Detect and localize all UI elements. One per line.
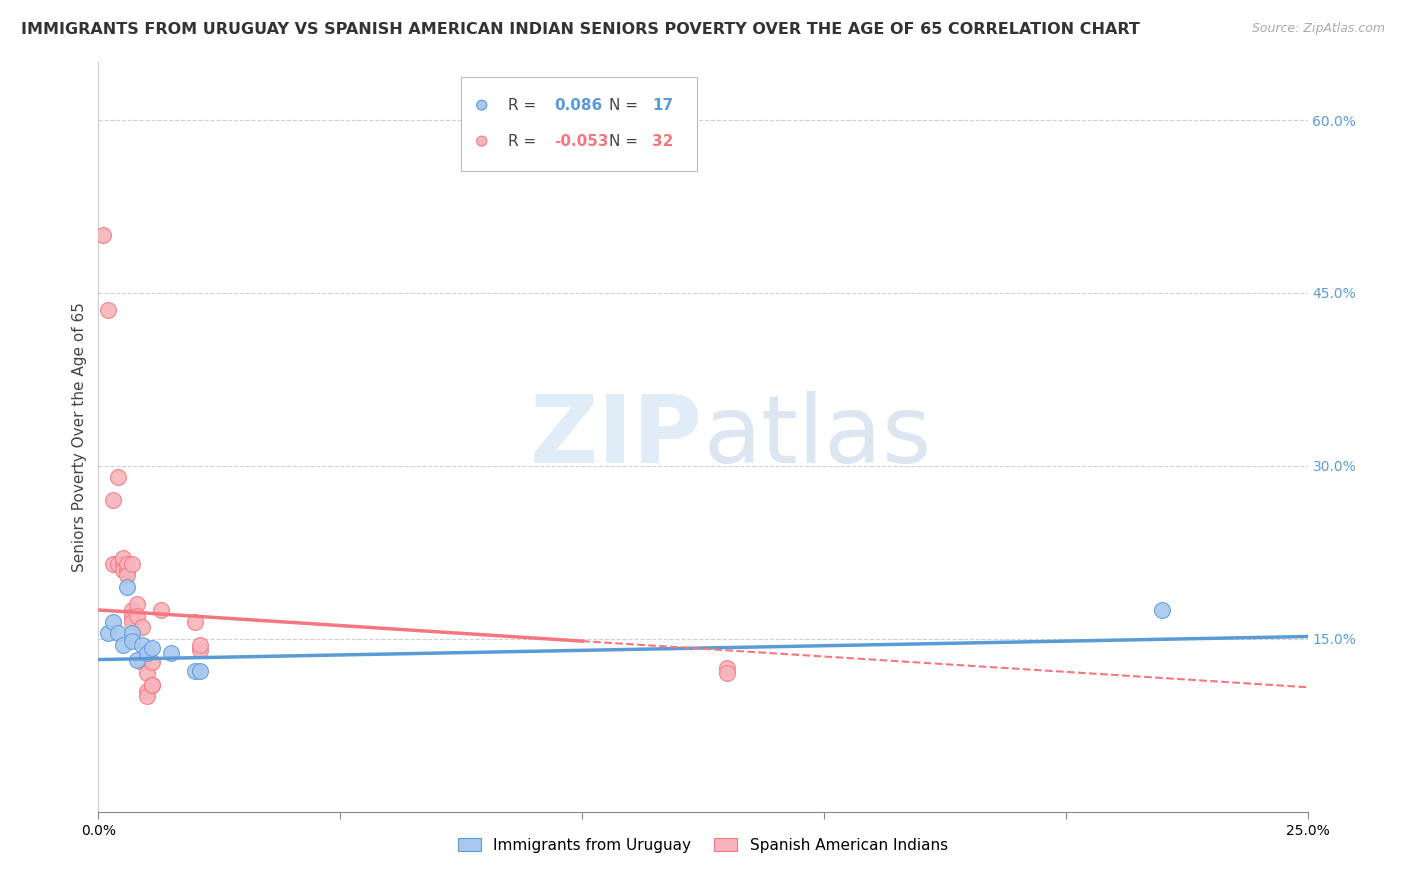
Point — [117, 568, 139, 582]
Text: N =: N = — [609, 134, 643, 149]
Point — [131, 638, 153, 652]
Point — [127, 597, 149, 611]
Point — [135, 666, 157, 681]
Point — [97, 303, 120, 318]
Point — [121, 626, 143, 640]
Text: R =: R = — [509, 134, 541, 149]
Point — [127, 652, 149, 666]
Text: Source: ZipAtlas.com: Source: ZipAtlas.com — [1251, 22, 1385, 36]
Point — [131, 655, 153, 669]
Point — [150, 603, 173, 617]
Text: 0.086: 0.086 — [554, 97, 603, 112]
Point — [188, 664, 211, 678]
Point — [141, 640, 163, 655]
Point — [117, 580, 139, 594]
FancyBboxPatch shape — [461, 78, 697, 171]
Point — [91, 228, 114, 243]
Text: N =: N = — [609, 97, 643, 112]
Point — [101, 493, 124, 508]
Text: -0.053: -0.053 — [554, 134, 609, 149]
Point — [121, 634, 143, 648]
Point — [716, 666, 738, 681]
Point — [1152, 603, 1174, 617]
Point — [188, 643, 211, 657]
Point — [111, 638, 134, 652]
Point — [188, 638, 211, 652]
Point — [111, 551, 134, 566]
Point — [111, 557, 134, 571]
Point — [131, 620, 153, 634]
Point — [121, 557, 143, 571]
Point — [107, 470, 129, 484]
Text: ZIP: ZIP — [530, 391, 703, 483]
Point — [101, 557, 124, 571]
Point — [141, 678, 163, 692]
Point — [135, 683, 157, 698]
Point — [127, 608, 149, 623]
Point — [117, 557, 139, 571]
Point — [716, 660, 738, 674]
Point — [97, 626, 120, 640]
Point — [135, 690, 157, 704]
Ellipse shape — [477, 100, 486, 110]
Point — [101, 615, 124, 629]
Point — [107, 626, 129, 640]
Text: atlas: atlas — [703, 391, 931, 483]
Point — [141, 678, 163, 692]
Point — [107, 557, 129, 571]
Ellipse shape — [477, 136, 486, 146]
Point — [141, 655, 163, 669]
Point — [160, 646, 183, 660]
Point — [111, 563, 134, 577]
Point — [184, 664, 207, 678]
Text: 17: 17 — [652, 97, 673, 112]
Point — [121, 603, 143, 617]
Point — [135, 646, 157, 660]
Y-axis label: Seniors Poverty Over the Age of 65: Seniors Poverty Over the Age of 65 — [72, 302, 87, 572]
Point — [117, 563, 139, 577]
Text: R =: R = — [509, 97, 541, 112]
Text: IMMIGRANTS FROM URUGUAY VS SPANISH AMERICAN INDIAN SENIORS POVERTY OVER THE AGE : IMMIGRANTS FROM URUGUAY VS SPANISH AMERI… — [21, 22, 1140, 37]
Point — [184, 615, 207, 629]
Text: 32: 32 — [652, 134, 673, 149]
Legend: Immigrants from Uruguay, Spanish American Indians: Immigrants from Uruguay, Spanish America… — [451, 830, 955, 860]
Point — [121, 615, 143, 629]
Point — [121, 608, 143, 623]
